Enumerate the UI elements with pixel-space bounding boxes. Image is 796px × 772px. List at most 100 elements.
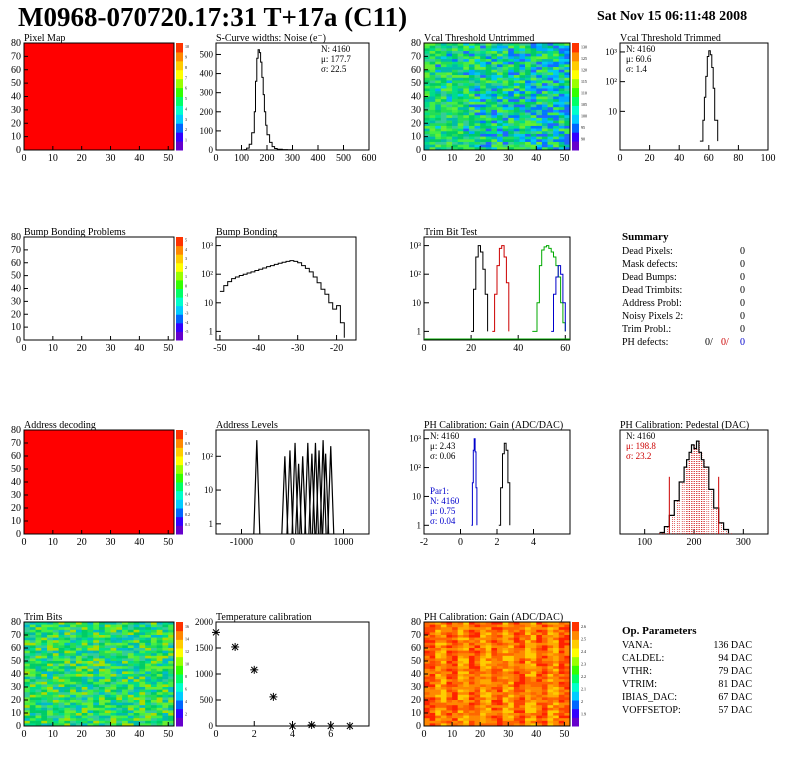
trim-bits-cell <box>24 637 31 641</box>
trim-bits-cell <box>70 632 77 636</box>
ph-gain-map-cell <box>536 684 543 688</box>
trim-bits-cell <box>122 640 129 644</box>
trim-bits-cell <box>133 627 140 631</box>
ph-gain-map-cell <box>525 713 531 716</box>
ph-gain-map-cell <box>530 692 537 696</box>
vcal-untrimmed-cell <box>536 125 543 129</box>
trim-bits-cell <box>145 707 152 711</box>
vcal-untrimmed-cell <box>553 136 560 140</box>
trim-bits-cell <box>58 645 65 649</box>
bump-problems-colorbar-label: -4 <box>185 320 188 325</box>
ph-gain-map-cell <box>564 676 571 680</box>
vcal-untrimmed-cell <box>463 101 470 105</box>
ph-gain-map-cell <box>435 629 442 633</box>
temperature-point-stroke <box>231 643 239 651</box>
vcal-untrimmed-cell <box>553 133 560 137</box>
vcal-untrimmed-cell <box>446 109 453 113</box>
trim-bits-cell <box>139 624 146 628</box>
bump-problems-colorbar-label: 0 <box>185 283 187 288</box>
trim-bits-cell <box>122 684 129 688</box>
trim-bits-cell <box>99 687 106 690</box>
ph-gain-map-cell <box>553 642 560 646</box>
trim-bits-cell <box>47 687 54 690</box>
address-decoding-colorbar-label: 0.2 <box>185 512 190 517</box>
vcal-untrimmed-cell <box>480 99 487 103</box>
ph-gain-map-cell <box>530 715 537 719</box>
vcal-untrimmed-cell <box>508 139 515 143</box>
temperature-point-stroke <box>346 722 354 730</box>
vcal-untrimmed-cell <box>519 147 526 151</box>
vcal-untrimmed-cell <box>457 136 464 140</box>
trim-bits-cell <box>81 715 88 719</box>
address-decoding-ytick-label: 10 <box>11 516 21 527</box>
vcal-untrimmed-cell <box>435 93 442 97</box>
vcal-untrimmed-cell <box>508 115 515 119</box>
ph-gain-map-cell <box>519 676 526 680</box>
trim-bits-cell <box>104 658 111 662</box>
trim-bits-cell <box>145 687 152 690</box>
vcal-untrimmed-cell <box>480 61 487 65</box>
trim-bits-cell <box>52 663 59 667</box>
pixel-map-ytick-label: 80 <box>11 38 21 49</box>
vcal-untrimmed-colorbar-band <box>572 43 579 53</box>
ph-gain-map-cell <box>468 687 475 690</box>
ph-gain-map-cell <box>440 629 447 633</box>
ph-gain-map-cell <box>547 707 554 711</box>
ph-gain-map-colorbar-label: 2.3 <box>581 661 586 666</box>
vcal-untrimmed-cell <box>536 131 543 135</box>
vcal-untrimmed-cell <box>446 45 453 49</box>
vcal-untrimmed-cell <box>497 51 503 54</box>
trim-bits-cell <box>162 679 169 683</box>
vcal-untrimmed-cell <box>513 64 520 68</box>
trim-bits-cell <box>47 622 54 625</box>
vcal-untrimmed-cell <box>424 99 430 103</box>
vcal-untrimmed-cell <box>530 109 537 113</box>
trim-bits-cell <box>47 700 54 703</box>
trim-bits-cell <box>29 718 36 722</box>
ph-gain-map-cell <box>468 715 475 719</box>
vcal-untrimmed-cell <box>424 75 430 79</box>
ph-gain-map-cell <box>530 637 537 641</box>
trim-bits-cell <box>47 637 54 641</box>
vcal-untrimmed-cell <box>429 115 436 119</box>
trim-bits-cell <box>75 671 82 675</box>
trim-bits-cell <box>139 694 146 698</box>
ph-gain-map-cell <box>480 653 487 657</box>
address-decoding-colorbar-band <box>176 464 183 474</box>
pixel-map-ytick-label: 50 <box>11 78 21 89</box>
vcal-untrimmed-cell <box>519 88 526 92</box>
ph-gain-map-cell <box>497 666 503 670</box>
trim-bits-cell <box>70 629 77 633</box>
trim-bits-cell <box>156 658 163 662</box>
bump-problems-ytick-label: 10 <box>11 322 21 333</box>
vcal-untrimmed-cell <box>530 61 537 65</box>
vcal-untrimmed-cell <box>502 77 509 81</box>
ph-gain-map-cell <box>564 713 571 716</box>
vcal-untrimmed-cell <box>564 53 571 57</box>
vcal-untrimmed-cell <box>446 133 453 137</box>
vcal-untrimmed-cell <box>508 117 515 121</box>
trim-bits-cell <box>145 713 152 716</box>
ph-gain-map-cell <box>452 707 458 711</box>
vcal-untrimmed-cell <box>429 133 436 137</box>
ph-gain-map-cell <box>525 666 531 670</box>
ph-gain-map-cell <box>558 624 565 628</box>
vcal-untrimmed-cell <box>474 45 481 49</box>
trim-bits-cell <box>145 674 152 677</box>
vcal-trimmed-xtick-label: 100 <box>761 153 776 164</box>
trim-bits-cell <box>139 642 146 646</box>
trim-bits-cell <box>81 713 88 716</box>
vcal-untrimmed-cell <box>536 101 543 105</box>
trim-bits-cell <box>24 640 31 644</box>
trim-bits-cell <box>24 648 31 651</box>
trim-bits-ytick-label: 30 <box>11 682 21 693</box>
ph-gain-map-cell <box>553 715 560 719</box>
vcal-untrimmed-cell <box>513 83 520 87</box>
vcal-untrimmed-cell <box>502 85 509 89</box>
vcal-untrimmed-cell <box>480 123 487 127</box>
trim-bits-cell <box>35 663 42 667</box>
noise-ytick-label: 500 <box>200 49 214 59</box>
vcal-untrimmed-cell <box>530 96 537 100</box>
vcal-trimmed-ytick-label: 10³ <box>605 47 617 57</box>
trim-bits-cell <box>110 645 117 649</box>
